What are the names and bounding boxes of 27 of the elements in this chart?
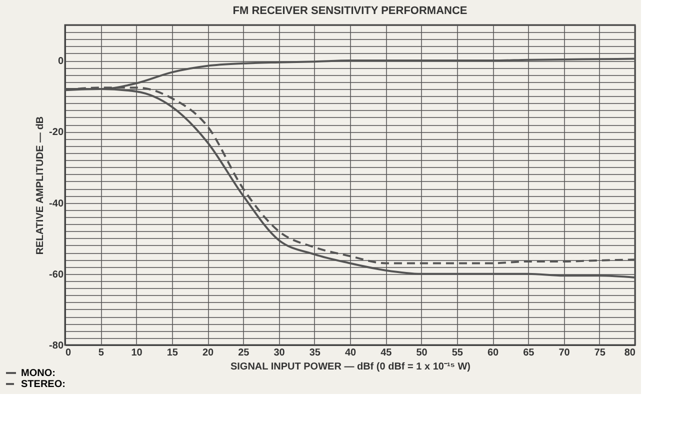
legend-label: STEREO:	[21, 379, 66, 390]
x-tick-label: 80	[624, 348, 636, 358]
x-tick-label: 70	[558, 348, 570, 358]
y-tick-label: -60	[49, 269, 64, 280]
legend-label: MONO:	[21, 368, 56, 379]
x-tick-label: 15	[166, 348, 178, 358]
y-tick-label: -20	[49, 127, 64, 138]
x-tick-label: 60	[487, 348, 499, 358]
x-tick-label: 30	[274, 348, 286, 358]
x-tick-label: 10	[131, 348, 143, 358]
x-tick-label: 40	[344, 348, 356, 358]
x-tick-label: 20	[202, 348, 214, 358]
y-tick-label: -80	[49, 340, 64, 352]
x-tick-label: 45	[380, 348, 392, 358]
x-tick-label: 25	[238, 348, 250, 358]
y-axis-title: RELATIVE AMPLITUDE — dB	[35, 116, 46, 255]
chart-title: FM RECEIVER SENSITIVITY PERFORMANCE	[232, 5, 468, 17]
x-tick-label: 5	[98, 348, 104, 358]
x-tick-label: 75	[594, 348, 606, 358]
x-tick-label: 0	[66, 348, 72, 358]
x-tick-label: 50	[416, 348, 428, 358]
x-axis-title: SIGNAL INPUT POWER — dBf (0 dBf = 1 x 10⁻¹⁵ W)	[230, 362, 471, 372]
x-tick-label: 55	[452, 348, 464, 358]
x-tick-label: 65	[523, 348, 535, 358]
y-tick-label: 0	[58, 56, 64, 68]
x-tick-label: 35	[309, 348, 321, 358]
y-tick-label: -40	[49, 198, 64, 210]
